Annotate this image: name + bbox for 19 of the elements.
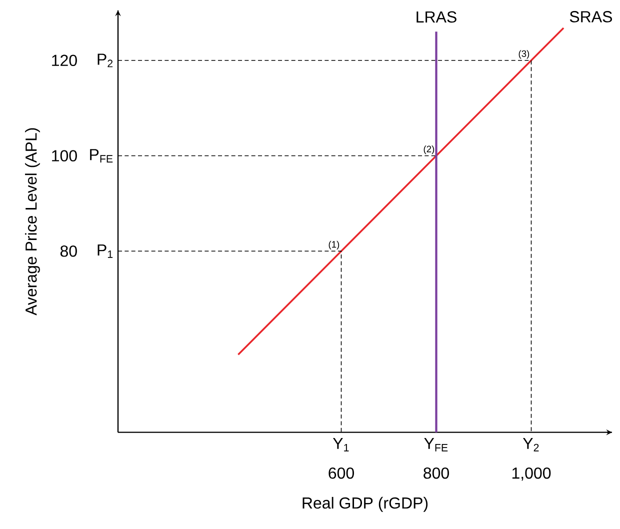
annotation: P$_{1}$: [98, 244, 113, 258]
x-tick-label: 600: [328, 467, 354, 479]
x-axis-title: Real GDP (rGDP): [302, 496, 428, 512]
annotation: P$_{FE}$: [90, 148, 113, 162]
annotation: (2): [424, 145, 434, 154]
annotation: P$_{2}$: [98, 54, 113, 67]
y-tick-label: 120: [52, 54, 77, 66]
annotation: Y$_{FE}$: [424, 438, 448, 452]
y-tick-label: 80: [60, 245, 77, 257]
y-axis-title: Average Price Level (APL): [25, 128, 40, 316]
x-tick-label: 800: [424, 467, 449, 479]
annotation: Y$_{1}$: [332, 438, 349, 452]
ref-line-label: LRAS: [416, 11, 456, 22]
series-label: SRAS: [570, 10, 612, 22]
annotation: Y$_{2}$: [522, 438, 539, 452]
annotation: (1): [328, 240, 340, 250]
annotation: (3): [518, 50, 530, 59]
y-tick-label: 100: [52, 150, 77, 162]
x-tick-label: 1,000: [512, 467, 551, 481]
